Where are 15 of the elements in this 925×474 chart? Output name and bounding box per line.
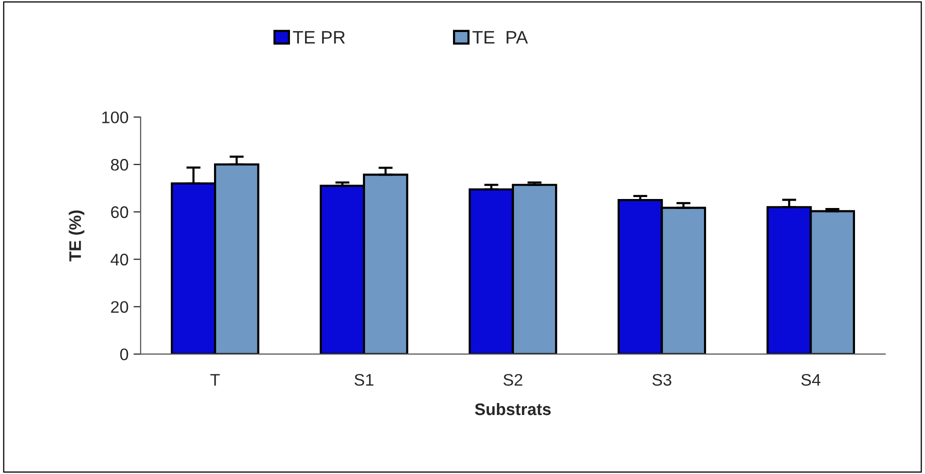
y-axis-title: TE (%) <box>68 210 84 262</box>
y-tick-label: 40 <box>110 254 128 266</box>
x-axis-title: Substrats <box>474 402 551 416</box>
x-tick-label: T <box>210 374 220 386</box>
y-tick-label: 100 <box>102 111 128 124</box>
y-tick-label: 20 <box>111 301 128 313</box>
x-tick-label: S3 <box>652 374 672 386</box>
y-tick-label: 60 <box>111 206 128 218</box>
x-tick-label: S4 <box>801 374 820 386</box>
x-tick-label: S2 <box>503 374 522 386</box>
x-tick-label: S1 <box>354 374 374 386</box>
y-tick-label: 0 <box>120 348 128 360</box>
legend-label: TE PA <box>472 31 528 44</box>
legend-label: TE PR <box>292 31 345 44</box>
y-tick-label: 80 <box>110 158 128 171</box>
